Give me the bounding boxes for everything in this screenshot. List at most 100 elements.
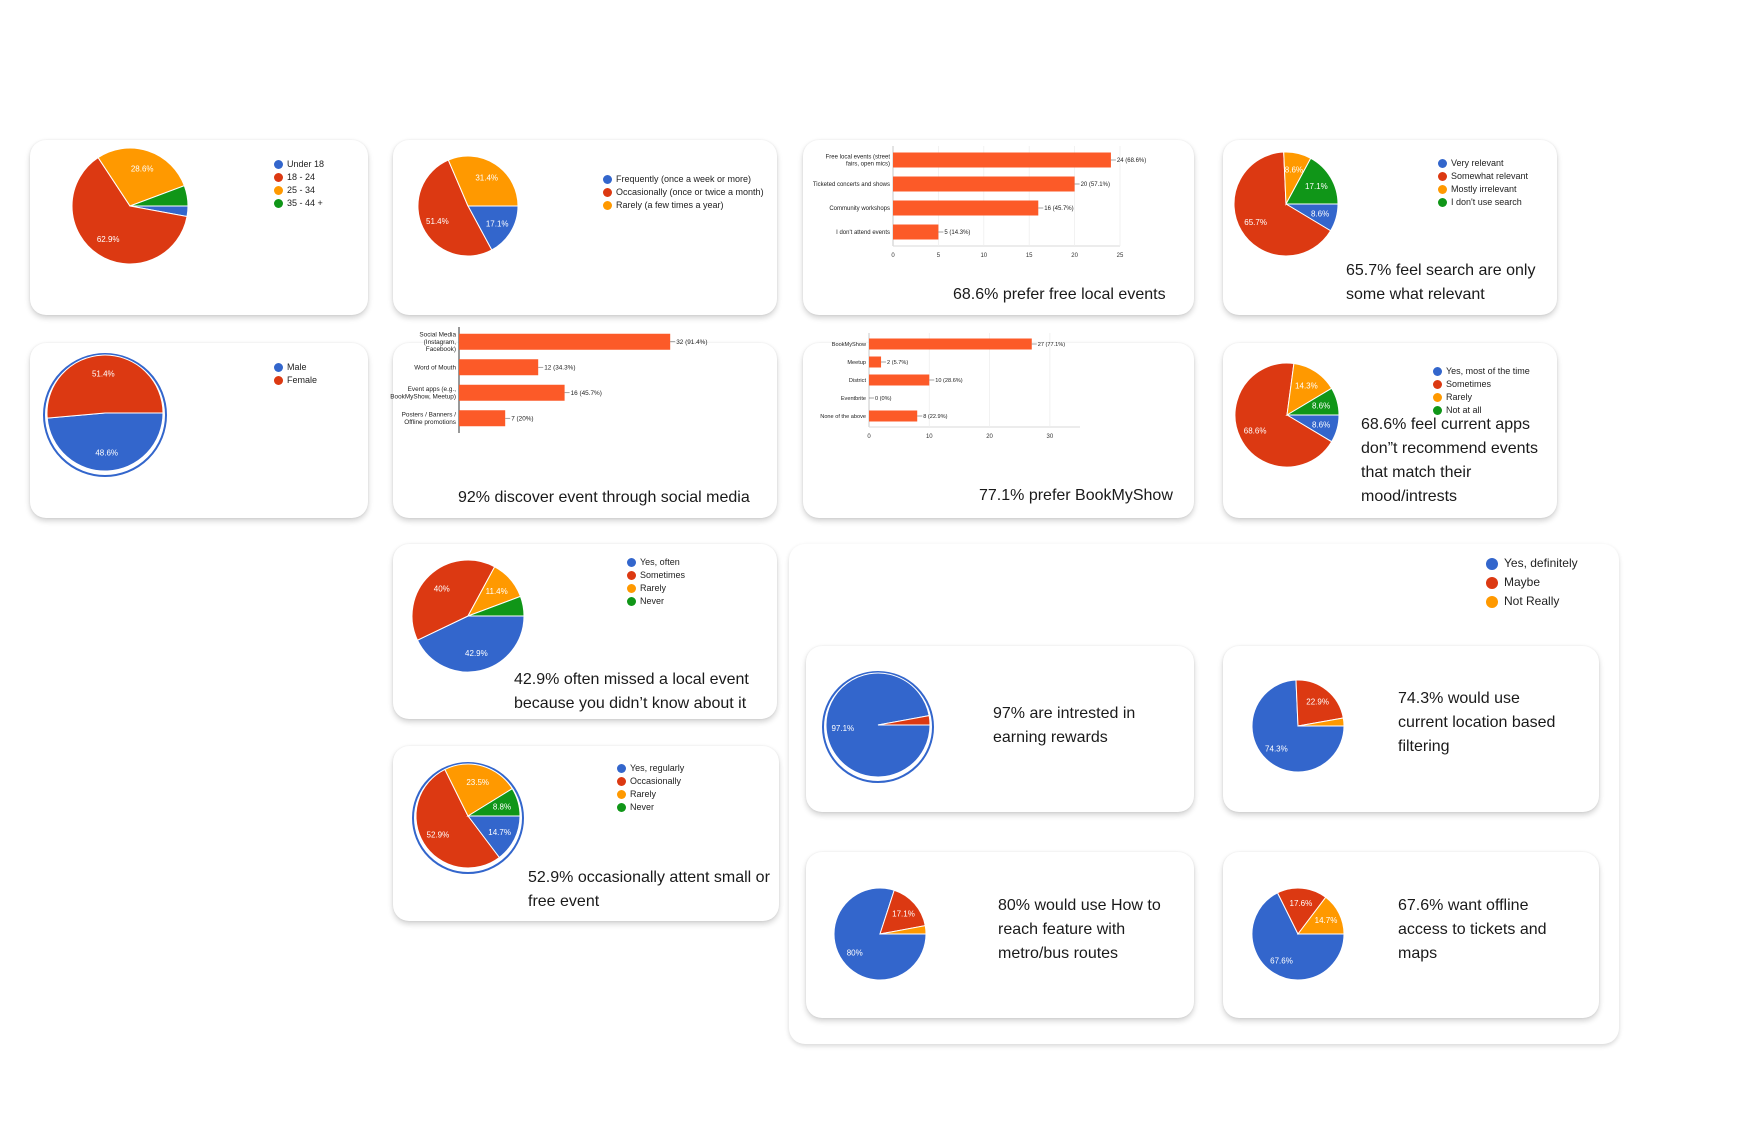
pie-label-sometimes: 40% [434, 584, 450, 593]
data-label-posters-banners-offline-promotions: 7 (20%) [511, 415, 533, 422]
legend-swatch [1438, 159, 1447, 168]
pie-ring [822, 671, 934, 783]
caption-bookmyshow: 77.1% prefer BookMyShow [979, 487, 1173, 504]
chart-recommendations: 8.6% 68.6% 14.3% 8.6% [1234, 362, 1340, 468]
category-label-eventbrite: Eventbrite [841, 396, 866, 402]
category-label-none-of-the-above: None of the above [820, 414, 866, 420]
chart-routes: 80% 17.1% [833, 887, 927, 981]
pie-label-maybe: 22.9% [1306, 698, 1329, 707]
legend-item-never: Never [627, 595, 685, 608]
pie-slice-yes-regularly [466, 815, 521, 859]
pie-slice-female [46, 354, 164, 419]
card-recommendations: 8.6% 68.6% 14.3% 8.6% Yes, most of the time… [1223, 343, 1557, 518]
legend-label: Rarely [1446, 392, 1473, 402]
pie-label-yes-most-of-the-time: 8.6% [1312, 420, 1330, 429]
legend-item-18-24: 18 - 24 [274, 171, 324, 184]
bar-community-workshops [893, 200, 1039, 216]
legend-swatch [274, 173, 283, 182]
tick-label-30: 30 [1047, 434, 1054, 440]
category-label-event-apps-e-g-bookmyshow-meetup: Event apps (e.g., BookMyShow, Meetup) [390, 386, 456, 400]
legend-swatch [1433, 367, 1442, 376]
card-attend-small: 14.7% 52.9% 23.5% 8.8% Yes, regularly Occasi… [393, 746, 779, 921]
legend-label: Maybe [1504, 575, 1541, 589]
legend-label: Not at all [1446, 405, 1482, 415]
data-label-free-local-events-street-fairs-open-mics: 24 (68.6%) [1117, 158, 1146, 164]
pie-slice-yes-definitely [1251, 892, 1345, 981]
legend-item-rarely: Rarely [1433, 391, 1530, 404]
pie-slice-sometimes [1234, 362, 1333, 468]
legend-swatch [603, 188, 612, 197]
caption-location: 74.3% would use current location based f… [1398, 690, 1556, 755]
legend-gender: Male Female [274, 361, 317, 387]
chart-discovery: Social Media (Instagram, Facebook) 32 (91.4… [390, 327, 707, 433]
legend-label: Never [640, 596, 665, 606]
caption-rewards: 97% are intrested in earning rewards [993, 705, 1136, 746]
card-location: 74.3% 22.9% 74.3% would use current locat… [1223, 646, 1599, 812]
legend-label: 18 - 24 [287, 172, 316, 182]
bar-social-media-instagram-facebook [459, 333, 671, 350]
pie-slice-maybe [1295, 679, 1344, 727]
category-label-ticketed-concerts-and-shows: Ticketed concerts and shows [813, 182, 890, 188]
pie-label-yes-definitely: 97.1% [831, 724, 854, 733]
legend-swatch [603, 201, 612, 210]
legend-item-yes-most-of-the-time: Yes, most of the time [1433, 365, 1530, 378]
card-discovery: Social Media (Instagram, Facebook) 32 (91.4… [390, 327, 777, 518]
legend-item-sometimes: Sometimes [627, 569, 685, 582]
category-label-free-local-events-street-fairs-open-mics: Free local events (street fairs, open mic… [826, 155, 891, 168]
legend-label: Sometimes [640, 570, 686, 580]
pie-slice-not-really [1296, 896, 1345, 935]
legend-item-not-really: Not Really [1486, 592, 1578, 611]
pie-label-rarely-a-few-times-a-year: 31.4% [475, 174, 498, 183]
legend-swatch [617, 803, 626, 812]
pie-label-sometimes: 68.6% [1244, 426, 1267, 435]
chart-attend-small: 14.7% 52.9% 23.5% 8.8% [412, 762, 524, 874]
legend-swatch [274, 186, 283, 195]
legend-swatch [617, 764, 626, 773]
data-label-i-don-t-attend-events: 5 (14.3%) [944, 230, 970, 236]
tick-label-20: 20 [1071, 253, 1078, 259]
legend-label: Mostly irrelevant [1451, 184, 1517, 194]
legend-item-not-at-all: Not at all [1433, 404, 1530, 417]
legend-swatch [1433, 380, 1442, 389]
chart-event-types: 0 5 10 15 20 25 Free local events (street fairs… [813, 146, 1146, 259]
pie-label-male: 48.6% [95, 448, 118, 457]
pie-label-i-don-t-use-search: 17.1% [1305, 182, 1328, 191]
tick-label-10: 10 [926, 434, 933, 440]
legend-swatch [1486, 576, 1498, 589]
legend-shared: Yes, definitely Maybe Not Really [1486, 554, 1578, 611]
pie-slice-never [467, 595, 525, 617]
legend-swatch [603, 175, 612, 184]
pie-label-mostly-irrelevant: 8.6% [1285, 166, 1303, 175]
bar-bookmyshow [869, 338, 1032, 350]
legend-swatch [627, 571, 636, 580]
data-label-social-media-instagram-facebook: 32 (91.4%) [676, 339, 707, 346]
caption-search: 65.7% feel search are only some what rel… [1346, 262, 1536, 303]
category-label-posters-banners-offline-promotions: Posters / Banners / Offline promotions [402, 412, 457, 426]
data-label-community-workshops: 16 (45.7%) [1044, 206, 1073, 212]
pie-slice-occasionally [415, 768, 501, 869]
pie-label-maybe: 17.6% [1290, 899, 1313, 908]
legend-swatch [1438, 172, 1447, 181]
pie-label-rarely: 23.5% [466, 778, 489, 787]
legend-label: Male [287, 362, 307, 372]
card-search-relevance: 8.6% 65.7% 8.6% 17.1% Very relevant Somewhat… [1223, 140, 1557, 315]
legend-label: 35 - 44 + [287, 198, 323, 208]
tick-label-0: 0 [867, 434, 871, 440]
category-label-meetup: Meetup [847, 360, 866, 366]
data-label-ticketed-concerts-and-shows: 20 (57.1%) [1081, 182, 1110, 188]
legend-swatch [617, 777, 626, 786]
pie-slice-male [46, 412, 164, 472]
caption-missed: 42.9% often missed a local event because… [514, 671, 749, 712]
pie-slice-yes-often [416, 615, 525, 673]
bar-meetup [869, 356, 882, 368]
caption-recommend: 68.6% feel current apps don”t recommend … [1361, 416, 1538, 505]
legend-label: Very relevant [1451, 158, 1504, 168]
category-label-community-workshops: Community workshops [829, 206, 890, 212]
legend-swatch [627, 584, 636, 593]
legend-item-very-relevant: Very relevant [1438, 157, 1528, 170]
legend-swatch [627, 558, 636, 567]
pie-label-occasionally: 52.9% [427, 831, 450, 840]
legend-item-35-44: 35 - 44 + [274, 197, 324, 210]
pie-label-maybe: 17.1% [892, 909, 915, 918]
legend-label: Female [287, 375, 318, 385]
